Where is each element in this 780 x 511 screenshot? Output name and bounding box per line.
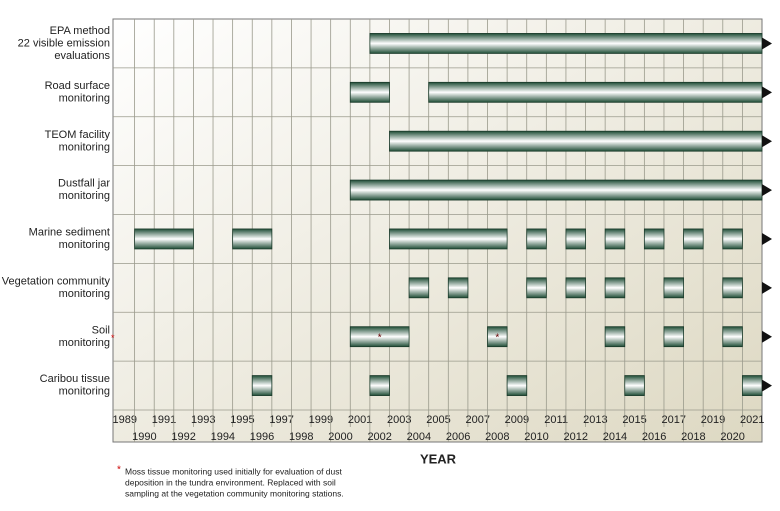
year-label: 2013 [583,414,607,426]
row-label: Soil [92,324,110,336]
bar [369,33,763,54]
year-label: 1994 [211,431,235,443]
ongoing-arrow [762,281,772,294]
year-label: 2018 [681,431,705,443]
year-label: 2000 [328,431,352,443]
ongoing-arrow [762,184,772,197]
x-axis-title: YEAR [420,451,457,466]
bar [134,228,194,250]
footnote-line: Moss tissue monitoring used initially fo… [125,466,342,476]
row-label: monitoring [59,288,110,300]
year-label: 2008 [485,431,509,443]
ongoing-arrow [762,37,772,50]
row-label: evaluations [54,50,110,62]
row-label: monitoring [59,386,110,398]
year-label: 1989 [113,414,137,426]
bar [663,326,684,348]
year-label: 2007 [465,414,489,426]
bar [526,277,547,299]
bar [428,81,763,103]
row-label: 22 visible emission [18,37,110,49]
bar [232,228,273,250]
bar [349,179,763,201]
bar [604,326,626,348]
year-label: 2019 [701,414,725,426]
year-label: 2016 [642,431,666,443]
year-label: 2014 [603,431,627,443]
year-label: 1997 [269,414,293,426]
ongoing-arrow [762,135,772,148]
year-label: 1990 [132,431,156,443]
bar [349,81,390,103]
ongoing-arrow [762,86,772,99]
footnote-line: sampling at the vegetation community mon… [125,488,344,498]
ongoing-arrow [762,232,772,245]
label-marker: * [111,333,115,343]
row-label: Road surface [45,80,110,92]
year-label: 1991 [152,414,176,426]
ongoing-arrow [762,379,772,392]
year-label: 2005 [426,414,450,426]
year-label: 1996 [250,431,274,443]
row-label: Dustfall jar [58,178,110,190]
year-label: 2020 [720,431,744,443]
year-label: 2002 [367,431,391,443]
row-label: monitoring [59,239,110,251]
bar-marker: * [378,332,382,343]
year-label: 2006 [446,431,470,443]
year-label: 2004 [407,431,431,443]
row-label: Vegetation community [2,275,111,287]
ongoing-arrow [762,330,772,343]
row-label: Caribou tissue [40,373,110,385]
bar [722,228,743,250]
year-label: 2012 [564,431,588,443]
year-label: 1998 [289,431,313,443]
year-label: 2015 [622,414,646,426]
bar [369,375,390,396]
bar [526,228,547,250]
bar [683,228,704,250]
row-label: EPA method [50,25,110,37]
row-label: Marine sediment [29,227,110,239]
bar [506,375,528,396]
bar [565,277,586,299]
bar [389,130,763,152]
bar [251,375,273,396]
year-label: 2010 [524,431,548,443]
footnote-line: deposition in the tundra environment. Re… [125,477,336,487]
year-label: 2017 [662,414,686,426]
bar [624,375,645,396]
bar [643,228,665,250]
year-label: 1995 [230,414,254,426]
year-label: 2001 [348,414,372,426]
bar [663,277,684,299]
bar [487,326,508,348]
year-label: 2009 [505,414,529,426]
year-label: 2003 [387,414,411,426]
bar [565,228,586,250]
bar-marker: * [495,332,499,343]
bar [604,277,626,299]
row-label: monitoring [59,92,110,104]
bar [408,277,430,299]
year-label: 1993 [191,414,215,426]
bar [389,228,508,250]
bar [349,326,410,348]
year-label: 1999 [309,414,333,426]
row-label: TEOM facility [45,129,111,141]
row-label: monitoring [59,141,110,153]
year-label: 2021 [740,414,764,426]
bar [741,375,763,396]
year-label: 1992 [171,431,195,443]
row-label: monitoring [59,337,110,349]
row-label: monitoring [59,190,110,202]
footnote-marker: * [117,465,121,476]
bar [722,326,743,348]
year-label: 2011 [544,414,568,426]
bar [722,277,743,299]
bar [447,277,469,299]
bar [604,228,626,250]
